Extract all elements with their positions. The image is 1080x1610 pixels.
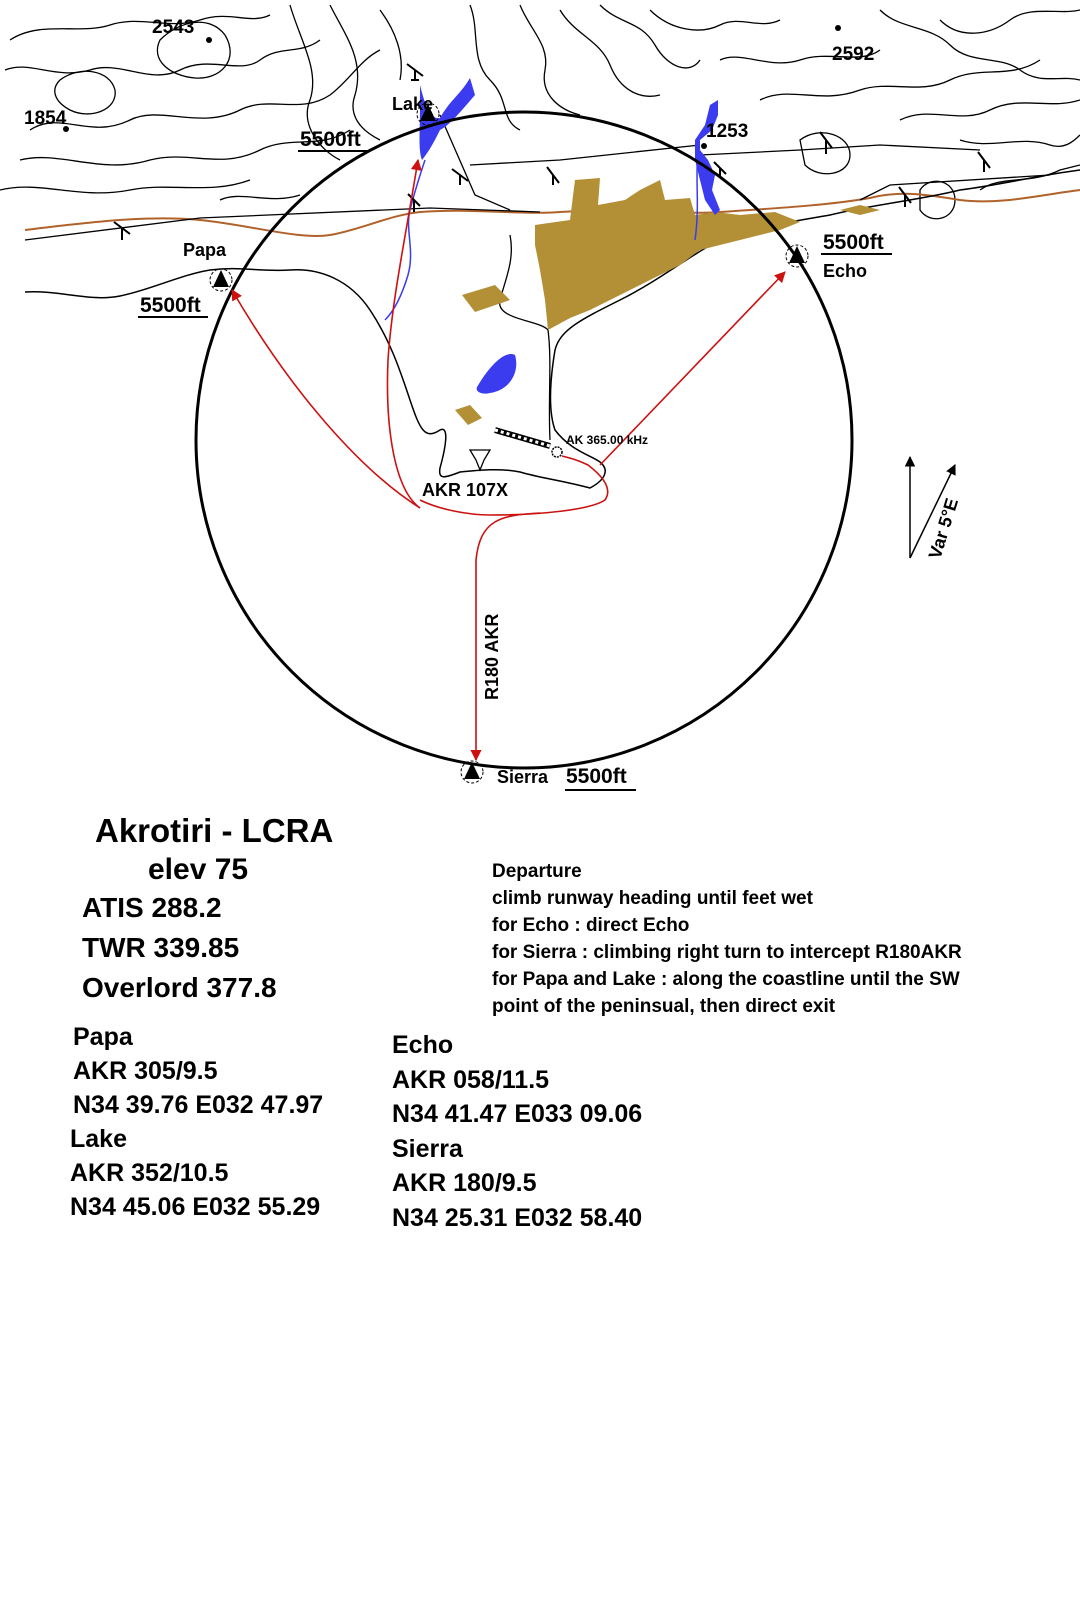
waypoint-papa-alt: 5500ft xyxy=(140,294,201,317)
spot-height-dot xyxy=(835,25,841,31)
variation-indicator: Var 5°E xyxy=(904,455,962,561)
sierra-bearing: AKR 180/9.5 xyxy=(392,1169,537,1197)
waypoint-lake-alt: 5500ft xyxy=(300,128,361,151)
echo-coords: N34 41.47 E033 09.06 xyxy=(392,1100,643,1128)
peninsula-outline xyxy=(499,234,551,441)
mine-icon xyxy=(898,186,912,207)
mine-icon xyxy=(977,151,991,172)
spot-height-label: 2592 xyxy=(832,44,874,65)
waypoint-sierra-name: Sierra xyxy=(497,767,549,787)
mine-icon xyxy=(113,221,131,240)
mine-icon xyxy=(406,63,424,81)
tower-frequency: TWR 339.85 xyxy=(82,932,240,963)
waypoint-papa-marker[interactable] xyxy=(209,268,233,292)
waypoint-info-left: Papa AKR 305/9.5 N34 39.76 E032 47.97 La… xyxy=(70,1020,323,1224)
lake-bearing: AKR 352/10.5 xyxy=(70,1159,229,1187)
overlord-frequency: Overlord 377.8 xyxy=(82,972,277,1003)
airfield-elevation: elev 75 xyxy=(148,853,249,886)
waypoint-lake-name: Lake xyxy=(392,94,433,114)
spot-height-label: 1854 xyxy=(24,108,67,129)
atis-frequency: ATIS 288.2 xyxy=(82,892,222,923)
spot-height-label: 1253 xyxy=(706,121,748,142)
runway xyxy=(494,427,551,449)
mine-icons xyxy=(113,63,991,240)
departure-line: for Sierra : climbing right turn to inte… xyxy=(492,942,962,963)
terrain-contours xyxy=(0,4,1080,220)
spot-height-dot xyxy=(206,37,212,43)
spot-heights: 2543 2592 1854 1253 xyxy=(24,17,874,149)
mine-icon xyxy=(546,166,560,185)
waypoint-sierra-marker[interactable] xyxy=(460,760,484,784)
tacan-icon xyxy=(468,449,492,472)
urban-areas xyxy=(455,178,880,425)
waypoint-papa-name: Papa xyxy=(183,240,227,260)
mine-icon xyxy=(819,131,833,154)
ndb-icon xyxy=(551,446,563,458)
papa-name: Papa xyxy=(73,1023,133,1051)
route-sierra xyxy=(470,512,541,762)
roads xyxy=(24,114,1051,241)
water-features xyxy=(419,78,720,394)
waypoint-info-right: Echo AKR 058/11.5 N34 41.47 E033 09.06 S… xyxy=(392,1028,642,1235)
mine-icon xyxy=(407,193,421,212)
route-papa xyxy=(231,289,421,509)
route-echo xyxy=(599,271,786,466)
range-ring xyxy=(194,110,854,770)
spot-height-dot xyxy=(63,126,69,132)
airfield-title: Akrotiri - LCRA xyxy=(95,812,334,849)
departure-line: for Papa and Lake : along the coastline … xyxy=(492,969,960,990)
departure-line: for Echo : direct Echo xyxy=(492,915,690,936)
waypoint-echo-marker[interactable] xyxy=(785,244,809,268)
waypoint-lake-marker[interactable] xyxy=(416,102,440,126)
lake-name: Lake xyxy=(70,1125,127,1153)
waypoint-echo-alt: 5500ft xyxy=(823,231,884,254)
departure-routes xyxy=(231,158,786,762)
waypoint-sierra-alt: 5500ft xyxy=(566,765,627,788)
spot-height-dot xyxy=(701,143,707,149)
papa-bearing: AKR 305/9.5 xyxy=(73,1057,218,1085)
sierra-name: Sierra xyxy=(392,1134,463,1163)
river-lake xyxy=(384,159,426,321)
approach-map: 2543 2592 1854 1253 Lake 5500ft Papa 550… xyxy=(0,4,1080,791)
route-common xyxy=(419,455,609,516)
waypoint-echo-name: Echo xyxy=(823,261,867,281)
coastal-road xyxy=(24,189,1080,237)
departure-line: point of the peninsual, then direct exit xyxy=(492,996,836,1017)
coastline xyxy=(24,169,1080,489)
radial-label: R180 AKR xyxy=(482,614,502,700)
route-lake xyxy=(386,158,422,509)
lake-coords: N34 45.06 E032 55.29 xyxy=(70,1193,321,1221)
echo-name: Echo xyxy=(392,1031,454,1059)
papa-coords: N34 39.76 E032 47.97 xyxy=(73,1091,324,1119)
river-east xyxy=(694,149,699,241)
spot-height-label: 2543 xyxy=(152,17,194,38)
mine-icon xyxy=(451,168,469,185)
departure-instructions: Departure climb runway heading until fee… xyxy=(492,858,962,1020)
departure-heading: Departure xyxy=(492,861,582,882)
tacan-label: AKR 107X xyxy=(422,480,508,500)
ndb-label: AK 365.00 kHz xyxy=(566,433,648,447)
variation-label: Var 5°E xyxy=(925,496,962,561)
echo-bearing: AKR 058/11.5 xyxy=(392,1065,550,1094)
frequency-list: ATIS 288.2 TWR 339.85 Overlord 377.8 xyxy=(82,888,277,1008)
sierra-coords: N34 25.31 E032 58.40 xyxy=(392,1203,643,1232)
departure-line: climb runway heading until feet wet xyxy=(492,888,813,909)
